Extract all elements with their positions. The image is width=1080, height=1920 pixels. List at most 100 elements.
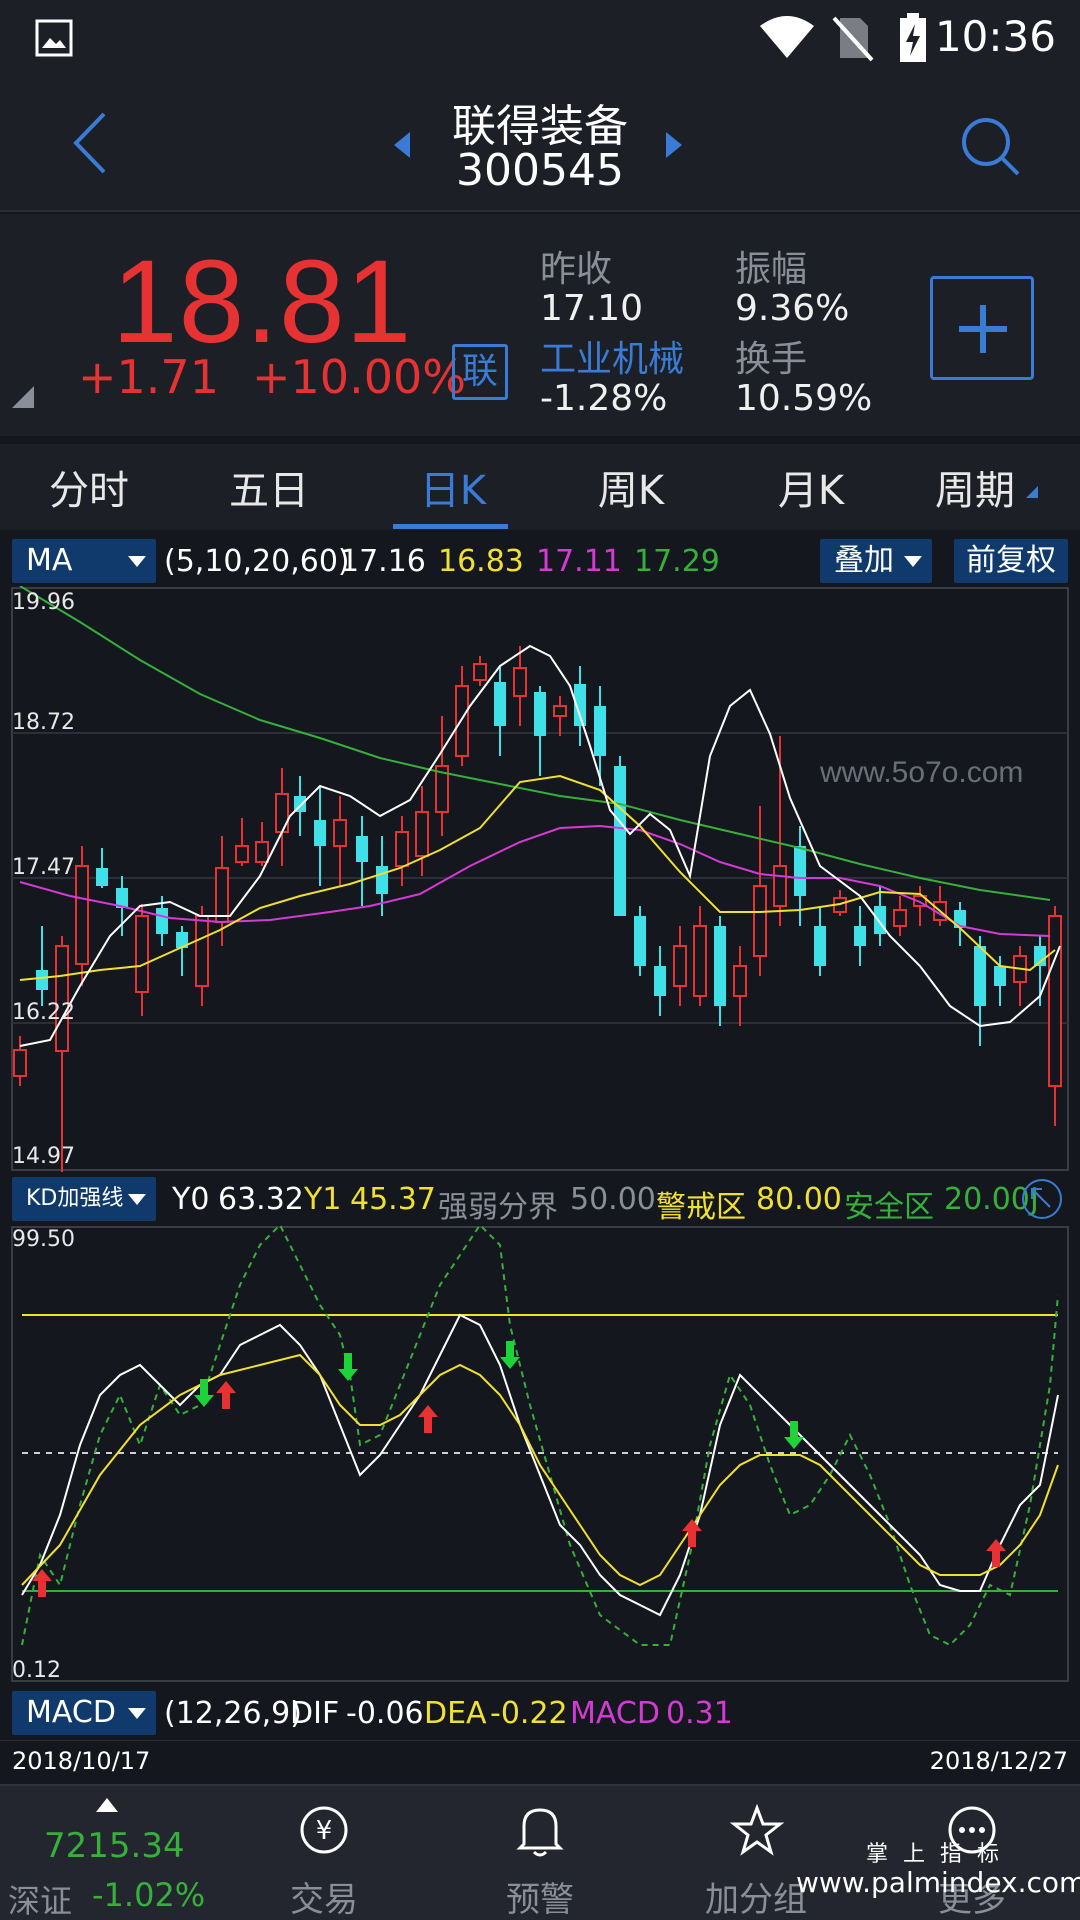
brand-mark: 掌 上 指 标 xyxy=(866,1842,1003,1867)
back-arrow-icon[interactable] xyxy=(70,110,110,176)
overlay-caret-icon xyxy=(904,556,922,567)
kd-y0-label: Y0 xyxy=(172,1182,210,1217)
kd-warn-label: 警戒区 xyxy=(656,1190,746,1225)
tab-intraday[interactable]: 分时 xyxy=(49,468,129,514)
candle-body xyxy=(753,885,767,957)
price-axis-tick: 17.47 xyxy=(12,855,75,880)
dif-value: -0.06 xyxy=(346,1696,424,1731)
candle-body xyxy=(55,945,69,1052)
nav-alerts-label: 预警 xyxy=(506,1880,574,1920)
add-to-watchlist-button[interactable] xyxy=(930,276,1034,380)
nav-alerts[interactable]: 预警 xyxy=(450,1786,630,1920)
tab-monthly-k[interactable]: 月K xyxy=(777,468,845,514)
sell-signal-arrow-icon xyxy=(784,1421,804,1449)
candle-body xyxy=(693,925,707,997)
gallery-notification-icon xyxy=(35,19,73,57)
candle-body xyxy=(195,915,209,987)
macd-value: 0.31 xyxy=(666,1696,733,1731)
candle-body xyxy=(594,706,606,756)
ma60-value: 17.29 xyxy=(634,544,720,579)
related-badge[interactable]: 联 xyxy=(452,344,508,400)
kd-mid-label: 强弱分界 xyxy=(438,1190,558,1225)
candle-body xyxy=(96,868,108,886)
buy-signal-arrow-icon xyxy=(32,1569,52,1597)
sell-signal-arrow-icon xyxy=(194,1379,214,1407)
ma-indicator-bar: MA (5,10,20,60) 17.16 16.83 17.11 17.29 … xyxy=(0,535,1080,587)
ma10-line xyxy=(19,774,1056,981)
nav-add-group-label: 加分组 xyxy=(705,1880,807,1920)
candle-body xyxy=(893,909,907,927)
price-change: +1.71 xyxy=(78,350,219,404)
plus-icon xyxy=(959,305,1007,353)
overlay-dropdown[interactable]: 叠加 xyxy=(820,539,932,583)
candle-body xyxy=(435,765,449,813)
price-axis-min: 14.97 xyxy=(12,1144,75,1169)
kd-indicator-chart[interactable] xyxy=(0,1225,1080,1683)
tab-daily-k[interactable]: 日K xyxy=(419,468,487,514)
watermark: www.5o7o.com xyxy=(819,756,1023,789)
sell-signal-arrow-icon xyxy=(338,1353,358,1381)
ma-dropdown[interactable]: MA xyxy=(12,539,156,583)
trade-icon: ¥ xyxy=(300,1806,348,1854)
candle-body xyxy=(255,841,269,863)
sell-signal-arrow-icon xyxy=(500,1341,520,1369)
bottom-navigation: 7215.34 深证 -1.02% ¥ 交易 预警 加分组 更多 掌 上 指 标 xyxy=(0,1784,1080,1920)
amplitude-label: 振幅 xyxy=(735,249,808,290)
search-icon[interactable] xyxy=(958,114,1022,178)
candle-body xyxy=(794,846,806,896)
ma-dropdown-label: MA xyxy=(26,543,73,578)
kd-y1-value: 45.37 xyxy=(350,1182,436,1217)
candle-body xyxy=(814,926,826,966)
forward-adjust-label: 前复权 xyxy=(966,543,1056,578)
sector-change: -1.28% xyxy=(540,378,668,419)
nav-more[interactable]: 更多 xyxy=(882,1786,1062,1920)
candle-body xyxy=(714,926,726,1006)
tab-weekly-k[interactable]: 周K xyxy=(597,468,665,514)
quote-panel: 18.81 +1.71 +10.00% 联 昨收 17.10 工业机械 -1.2… xyxy=(0,214,1080,436)
sector-link[interactable]: 工业机械 xyxy=(540,339,685,380)
tab-five-day[interactable]: 五日 xyxy=(229,468,309,514)
candle-body xyxy=(135,915,149,993)
ma5-value: 17.16 xyxy=(340,544,426,579)
ma5-line xyxy=(19,644,1061,1047)
dif-label: DIF xyxy=(290,1696,340,1731)
nav-trade[interactable]: ¥ 交易 xyxy=(234,1786,414,1920)
turnover-value: 10.59% xyxy=(735,378,873,419)
kd-axis-max: 99.50 xyxy=(12,1227,75,1252)
forward-adjust-button[interactable]: 前复权 xyxy=(954,539,1068,583)
period-dropdown-icon xyxy=(1026,486,1038,498)
kd-dropdown[interactable]: KD加强线 xyxy=(12,1177,156,1221)
prev-close-label: 昨收 xyxy=(540,249,613,290)
previous-stock-icon[interactable] xyxy=(390,130,414,160)
status-bar: 10:36 xyxy=(0,0,1080,80)
kd-axis-min: 0.12 xyxy=(12,1658,61,1683)
candlestick-chart[interactable]: www.5o7o.com xyxy=(0,586,1080,1172)
candle-body xyxy=(494,682,506,726)
ma-params: (5,10,20,60) xyxy=(164,544,350,579)
expand-indicator-icon[interactable] xyxy=(1020,1177,1064,1221)
buy-signal-arrow-icon xyxy=(216,1381,236,1409)
candle-body xyxy=(854,926,866,946)
candle-body xyxy=(574,684,586,726)
candle-body xyxy=(415,811,429,857)
candle-body xyxy=(1034,946,1046,966)
wifi-icon xyxy=(760,16,814,58)
candle-body xyxy=(773,865,787,907)
active-tab-indicator xyxy=(393,524,508,529)
tab-period[interactable]: 周期 xyxy=(935,468,1015,514)
index-ticker[interactable]: 7215.34 深证 -1.02% xyxy=(0,1786,210,1920)
candle-body xyxy=(156,908,168,934)
kd-mid-value: 50.00 xyxy=(570,1182,656,1217)
price-axis-tick: 16.22 xyxy=(12,1000,75,1025)
ma60-line xyxy=(19,586,1051,901)
period-tabs: 分时 五日 日K 周K 月K 周期 xyxy=(0,444,1080,530)
buy-signal-arrow-icon xyxy=(986,1539,1006,1567)
macd-dropdown-label: MACD xyxy=(26,1695,116,1730)
no-sim-icon xyxy=(832,16,874,62)
next-stock-icon[interactable] xyxy=(662,130,686,160)
kd-dropdown-label: KD加强线 xyxy=(26,1186,124,1211)
date-end: 2018/12/27 xyxy=(929,1747,1068,1775)
kd-indicator-bar: KD加强线 Y0 63.32 Y1 45.37 强弱分界 50.00 警戒区 8… xyxy=(0,1173,1080,1225)
nav-add-group[interactable]: 加分组 xyxy=(666,1786,846,1920)
macd-dropdown[interactable]: MACD xyxy=(12,1691,156,1735)
